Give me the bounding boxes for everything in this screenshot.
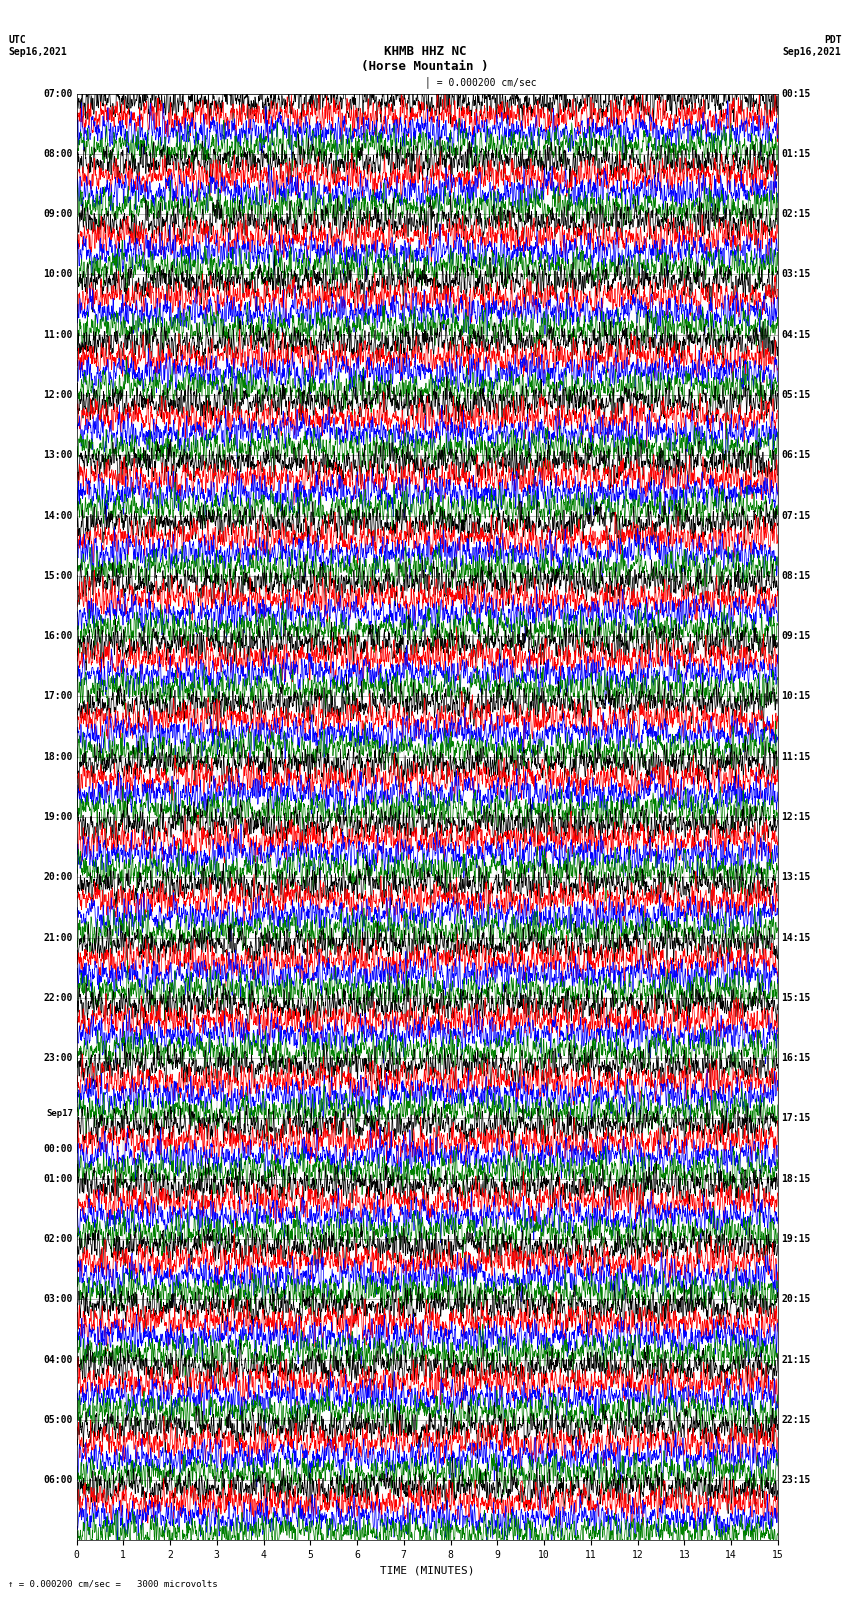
X-axis label: TIME (MINUTES): TIME (MINUTES) [380,1566,474,1576]
Text: 22:15: 22:15 [781,1415,811,1424]
Text: 05:00: 05:00 [43,1415,73,1424]
Text: 00:15: 00:15 [781,89,811,98]
Text: 15:15: 15:15 [781,994,811,1003]
Text: Sep17: Sep17 [46,1110,73,1118]
Text: 14:15: 14:15 [781,932,811,942]
Text: 10:15: 10:15 [781,692,811,702]
Text: 12:00: 12:00 [43,390,73,400]
Text: PDT: PDT [824,35,842,45]
Text: 01:00: 01:00 [43,1174,73,1184]
Text: 05:15: 05:15 [781,390,811,400]
Text: 20:15: 20:15 [781,1294,811,1305]
Text: 18:15: 18:15 [781,1174,811,1184]
Text: 06:15: 06:15 [781,450,811,460]
Text: 22:00: 22:00 [43,994,73,1003]
Text: 13:00: 13:00 [43,450,73,460]
Text: 06:00: 06:00 [43,1476,73,1486]
Text: 08:15: 08:15 [781,571,811,581]
Text: 21:00: 21:00 [43,932,73,942]
Text: 13:15: 13:15 [781,873,811,882]
Text: │ = 0.000200 cm/sec: │ = 0.000200 cm/sec [425,76,536,87]
Text: (Horse Mountain ): (Horse Mountain ) [361,60,489,73]
Text: 08:00: 08:00 [43,148,73,158]
Text: 04:00: 04:00 [43,1355,73,1365]
Text: 09:15: 09:15 [781,631,811,640]
Text: 20:00: 20:00 [43,873,73,882]
Text: 00:00: 00:00 [43,1144,73,1153]
Text: 07:15: 07:15 [781,511,811,521]
Text: 02:00: 02:00 [43,1234,73,1244]
Text: 01:15: 01:15 [781,148,811,158]
Text: 12:15: 12:15 [781,811,811,823]
Text: 14:00: 14:00 [43,511,73,521]
Text: 02:15: 02:15 [781,210,811,219]
Text: 09:00: 09:00 [43,210,73,219]
Text: KHMB HHZ NC: KHMB HHZ NC [383,45,467,58]
Text: 03:00: 03:00 [43,1294,73,1305]
Text: 11:15: 11:15 [781,752,811,761]
Text: 04:15: 04:15 [781,329,811,340]
Text: 17:15: 17:15 [781,1113,811,1123]
Text: 03:15: 03:15 [781,269,811,279]
Text: 17:00: 17:00 [43,692,73,702]
Text: 07:00: 07:00 [43,89,73,98]
Text: 23:00: 23:00 [43,1053,73,1063]
Text: Sep16,2021: Sep16,2021 [783,47,842,56]
Text: 16:15: 16:15 [781,1053,811,1063]
Text: 16:00: 16:00 [43,631,73,640]
Text: Sep16,2021: Sep16,2021 [8,47,67,56]
Text: 18:00: 18:00 [43,752,73,761]
Text: 11:00: 11:00 [43,329,73,340]
Text: 21:15: 21:15 [781,1355,811,1365]
Text: ↑ = 0.000200 cm/sec =   3000 microvolts: ↑ = 0.000200 cm/sec = 3000 microvolts [8,1579,218,1589]
Text: 19:15: 19:15 [781,1234,811,1244]
Text: 19:00: 19:00 [43,811,73,823]
Text: UTC: UTC [8,35,26,45]
Text: 10:00: 10:00 [43,269,73,279]
Text: 23:15: 23:15 [781,1476,811,1486]
Text: 15:00: 15:00 [43,571,73,581]
